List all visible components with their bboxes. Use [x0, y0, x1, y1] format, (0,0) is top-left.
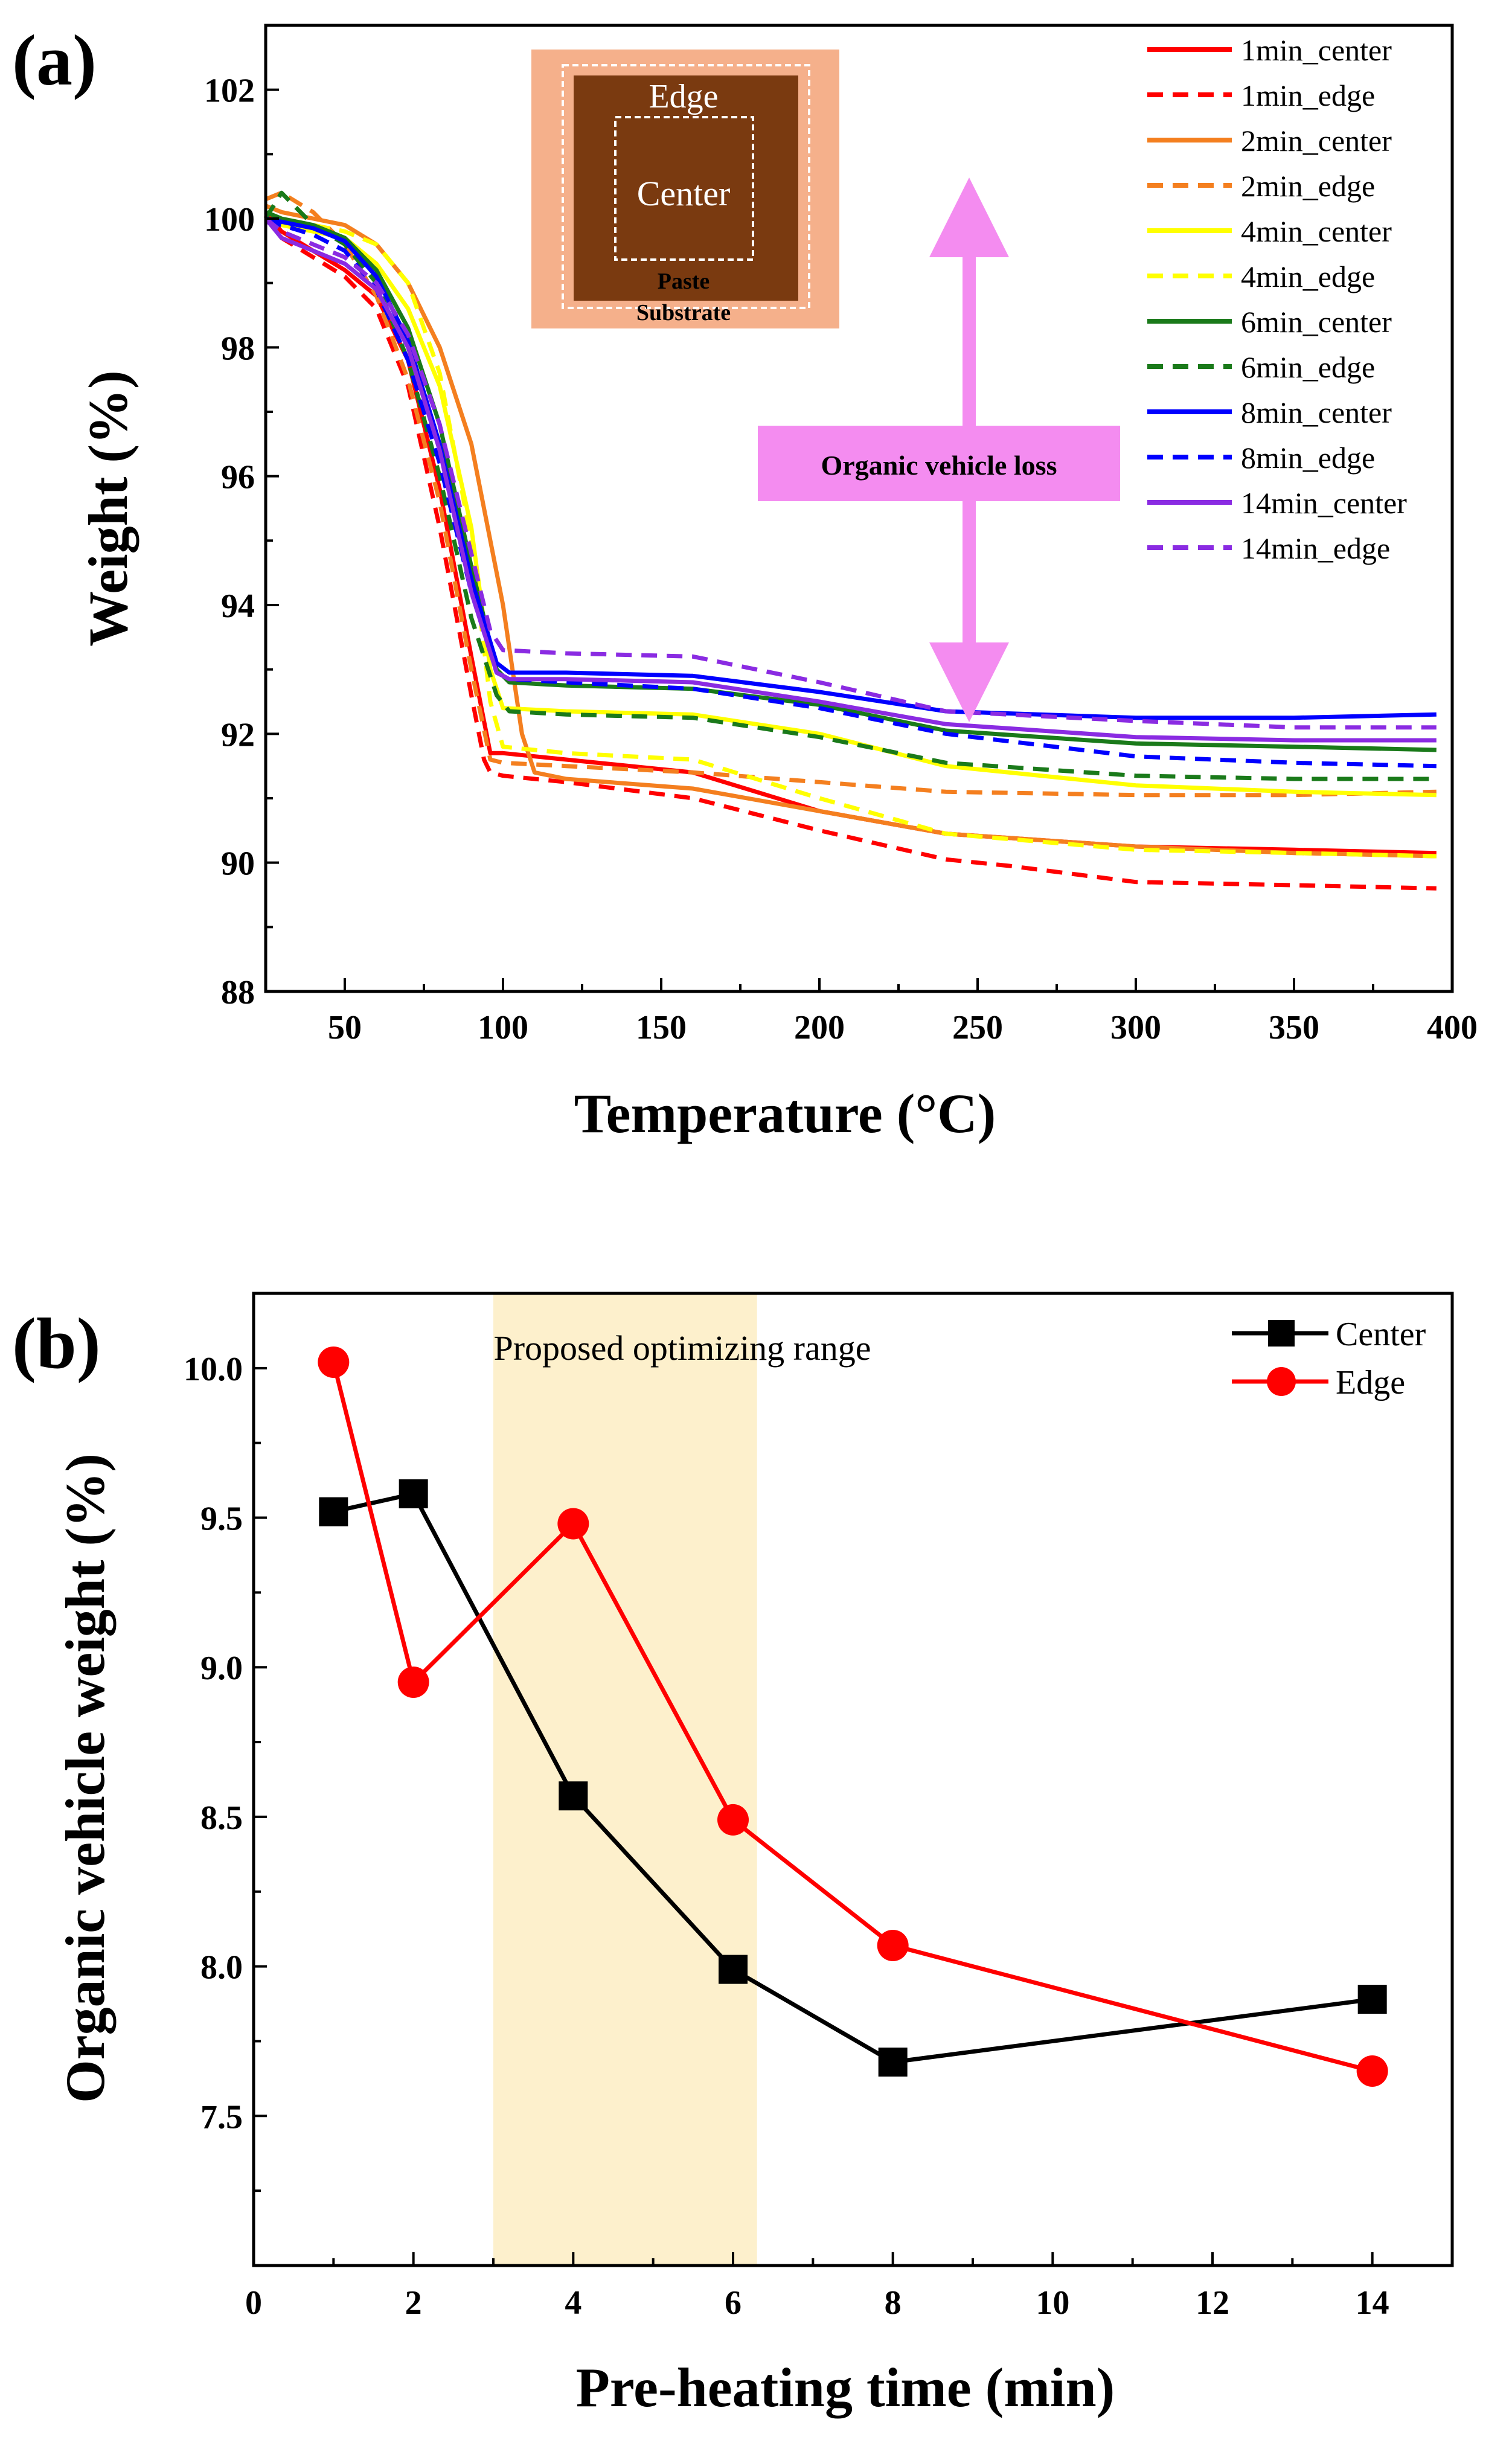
series-line-1min-edge: [264, 214, 1437, 891]
inset-paste: [574, 75, 798, 301]
legend-label: 1min_edge: [1241, 78, 1375, 112]
center-point: [1357, 1985, 1387, 2014]
panel-a-label: (a): [12, 20, 97, 100]
x-tick-label: 300: [1110, 1009, 1161, 1046]
legend-label: 8min_center: [1241, 395, 1392, 429]
panel-b-label: (b): [12, 1303, 101, 1383]
y-tick-label: 102: [204, 72, 255, 110]
legend-label: Center: [1336, 1316, 1426, 1353]
legend-label: 14min_center: [1241, 486, 1407, 520]
edge-point: [877, 1929, 909, 1961]
panel-b-ylabel: Organic vehicle weight (%): [54, 1453, 116, 2103]
inset-edge-boundary: [562, 64, 810, 309]
panel-a-ticks: 50 100 150 200 250 300 350 400 88 90 92 94 96 98 100 10…: [204, 72, 1478, 1046]
x-tick-label: 4: [565, 2284, 581, 2322]
legend-label: 6min_edge: [1241, 350, 1375, 384]
legend-label: 8min_edge: [1241, 441, 1375, 475]
panel-a: (a) 50 100 150 200 250 300 350 400 88 90 92 94 96 98 1…: [12, 20, 1478, 1144]
y-tick-label: 90: [221, 845, 255, 883]
inset-edge-label: Edge: [649, 78, 718, 115]
y-tick-label: 10.0: [184, 1351, 243, 1388]
center-point: [559, 1781, 588, 1811]
annotation-text: Organic vehicle loss: [821, 450, 1057, 481]
edge-point: [717, 1804, 749, 1836]
panel-a-series: [264, 190, 1437, 891]
annotation-box: [758, 426, 1120, 501]
y-tick-label: 8.0: [200, 1949, 243, 1987]
panel-b-xlabel: Pre-heating time (min): [576, 2357, 1115, 2418]
edge-point: [397, 1667, 429, 1698]
series-line-edge: [331, 1362, 1373, 2074]
x-tick-label: 150: [636, 1009, 687, 1046]
series-line-center: [333, 1491, 1373, 2064]
panel-b-ticks: 0 2 4 6 8 10 12 14 7.5 8.0 8.5 9.0 9.5 10.0: [184, 1351, 1389, 2322]
organic-vehicle-loss-annotation: Organic vehicle loss: [758, 178, 1120, 722]
y-tick-label: 88: [221, 974, 255, 1011]
y-tick-label: 9.0: [200, 1650, 243, 1687]
x-tick-label: 200: [794, 1009, 845, 1046]
panel-b: (b) Proposed optimizing range 0 2 4 6 8 10 12 1…: [12, 1292, 1454, 2418]
x-tick-label: 400: [1427, 1009, 1478, 1046]
series-line-8min-center: [265, 216, 1437, 720]
legend-marker: [1267, 1367, 1296, 1396]
edge-point: [1356, 2055, 1388, 2087]
y-tick-label: 92: [221, 716, 255, 754]
optimizing-range-band: [493, 1293, 757, 2266]
optimizing-range-label: Proposed optimizing range: [493, 1328, 871, 1368]
series-line-14min-center: [264, 217, 1437, 743]
x-tick-label: 250: [952, 1009, 1003, 1046]
center-point: [399, 1479, 428, 1508]
x-tick-label: 10: [1036, 2284, 1069, 2322]
x-tick-label: 350: [1269, 1009, 1319, 1046]
panel-b-legend: Center Edge: [1232, 1316, 1426, 1401]
legend-label: 6min_center: [1241, 305, 1392, 339]
legend-label: Edge: [1336, 1364, 1405, 1401]
y-tick-label: 96: [221, 459, 255, 496]
x-tick-label: 0: [245, 2284, 262, 2322]
y-tick-label: 9.5: [200, 1500, 243, 1538]
legend-label: 2min_center: [1241, 124, 1392, 158]
center-point: [319, 1497, 348, 1526]
panel-a-ylabel: Weight (%): [77, 370, 139, 646]
y-tick-label: 7.5: [200, 2098, 243, 2136]
legend-marker: [1268, 1320, 1295, 1347]
center-point: [878, 2048, 908, 2077]
panel-b-plot-frame: [252, 1292, 1454, 2267]
series-line-14min-edge: [264, 217, 1437, 730]
series-line-4min-edge: [264, 210, 1437, 859]
y-tick-label: 100: [204, 201, 255, 239]
panel-a-legend: 1min_center 1min_edge 2min_center 2min_edge…: [1147, 33, 1407, 565]
series-line-6min-edge: [264, 190, 1437, 781]
inset-center-boundary: [614, 116, 754, 261]
legend-label: 1min_center: [1241, 33, 1392, 67]
panel-a-xlabel: Temperature (°C): [574, 1083, 996, 1144]
y-tick-label: 94: [221, 588, 255, 625]
y-tick-label: 8.5: [200, 1799, 243, 1837]
x-tick-label: 2: [405, 2284, 422, 2322]
x-tick-label: 14: [1356, 2284, 1389, 2322]
y-tick-label: 98: [221, 330, 255, 367]
panel-a-plot-frame: [264, 24, 1454, 993]
legend-label: 14min_edge: [1241, 531, 1390, 565]
legend-label: 2min_edge: [1241, 169, 1375, 203]
legend-label: 4min_center: [1241, 214, 1392, 248]
panel-b-series: [318, 1346, 1388, 2087]
x-tick-label: 6: [725, 2284, 742, 2322]
x-tick-label: 100: [478, 1009, 528, 1046]
center-point: [719, 1955, 748, 1984]
inset-paste-label: Paste: [658, 269, 710, 294]
x-tick-label: 8: [885, 2284, 902, 2322]
x-tick-label: 12: [1196, 2284, 1229, 2322]
inset-center-label: Center: [637, 174, 731, 213]
inset-diagram: Edge Center Paste Substrate: [531, 50, 839, 328]
edge-point: [557, 1508, 589, 1540]
x-tick-label: 50: [328, 1009, 362, 1046]
legend-label: 4min_edge: [1241, 260, 1375, 293]
edge-point: [318, 1346, 350, 1378]
inset-substrate-label: Substrate: [636, 300, 731, 325]
